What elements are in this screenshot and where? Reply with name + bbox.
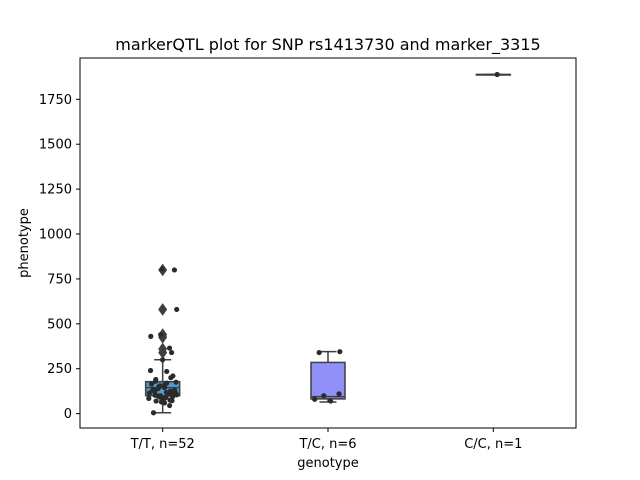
data-point [168,349,175,356]
chart-title: markerQTL plot for SNP rs1413730 and mar… [115,35,540,55]
data-point [494,71,500,78]
x-tick-label: C/C, n=1 [464,437,522,452]
data-point [174,306,180,313]
data-point [163,389,169,396]
data-point [167,388,173,394]
data-point [316,349,322,356]
data-point [150,386,156,392]
data-point [148,333,154,339]
data-point [153,376,159,383]
box-group [310,349,346,404]
data-point [167,397,173,403]
data-point [171,267,178,273]
y-axis-label: phenotype [17,208,32,278]
data-point [171,387,178,393]
box-group [144,263,181,416]
data-point [166,345,173,351]
y-tick-label: 1500 [39,138,72,153]
data-point [173,379,179,385]
y-tick-label: 1000 [39,228,72,243]
y-tick-label: 0 [64,407,72,422]
data-point [167,402,173,409]
data-point [160,357,166,363]
outlier-marker [158,303,168,316]
y-tick-label: 750 [47,272,72,287]
data-point [327,398,334,404]
x-axis: T/T, n=52 T/C, n=6 C/C, n=1 [130,428,522,452]
box-group [475,71,512,78]
data-point [170,373,176,379]
data-point [147,367,154,374]
data-point [164,368,170,375]
x-tick-label: T/T, n=52 [130,437,195,452]
data-point [157,393,164,399]
data-point [159,266,165,272]
y-axis: 0 250 500 750 1000 1250 1500 1750 [39,93,80,422]
outlier-marker [158,342,168,356]
data-point [337,349,343,355]
y-tick-label: 250 [47,362,72,377]
data-point [312,396,318,402]
data-point [150,410,157,416]
data-point [321,393,327,399]
data-point [153,398,159,404]
data-point [158,332,164,338]
y-tick-label: 1750 [39,93,72,108]
data-point [146,395,152,401]
y-tick-label: 500 [47,317,72,332]
x-tick-label: T/C, n=6 [298,437,356,452]
box-series [144,71,512,416]
data-point [336,391,342,397]
y-tick-label: 1250 [39,183,72,198]
data-point [148,381,155,387]
data-point [164,380,170,386]
x-axis-label: genotype [297,456,358,471]
data-point [157,383,163,389]
